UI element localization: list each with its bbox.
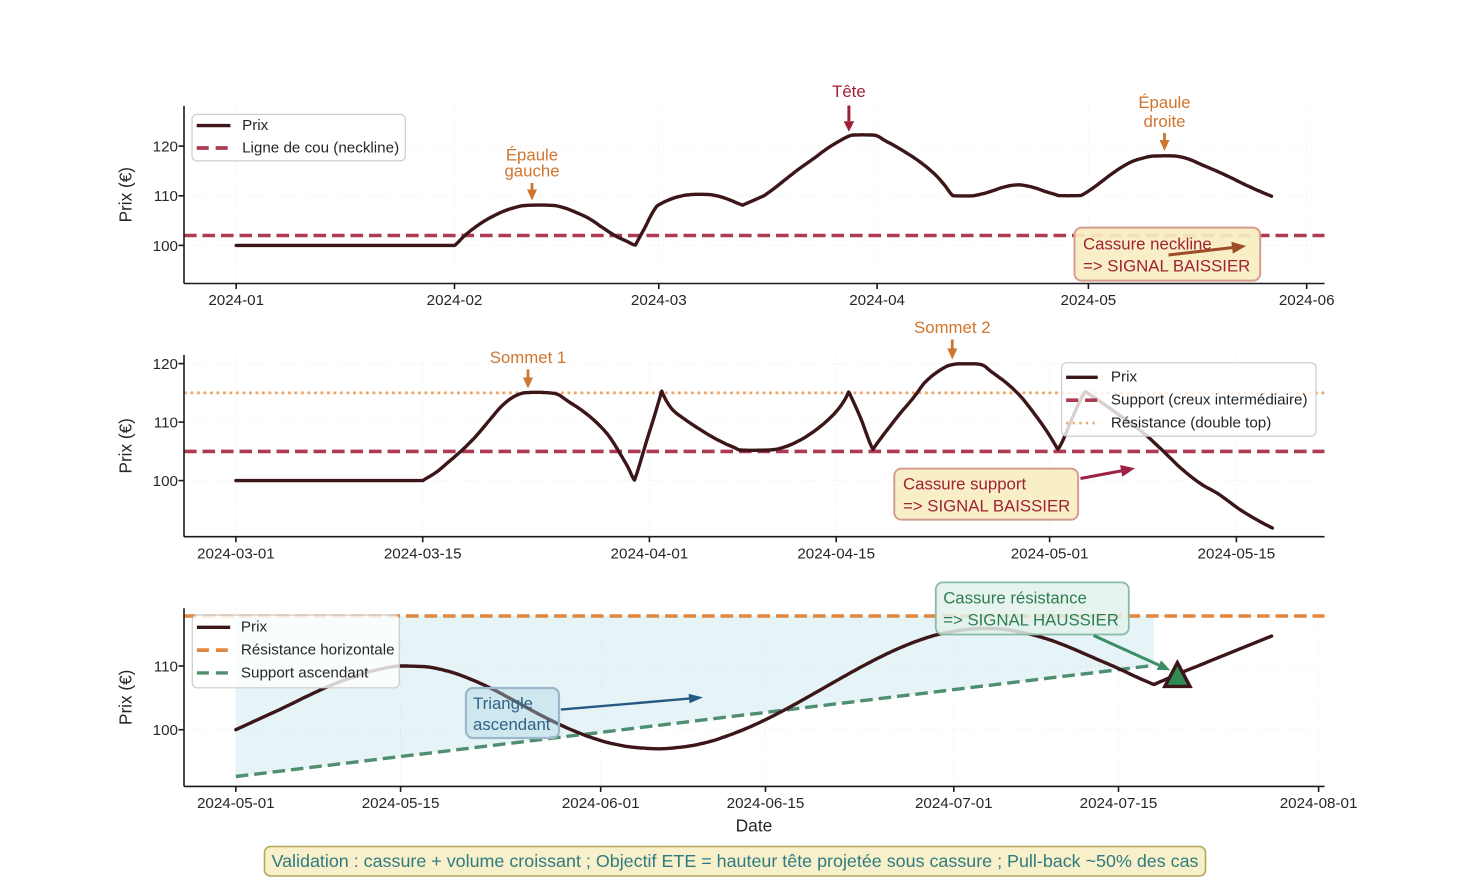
svg-text:2024-06-01: 2024-06-01 (562, 795, 640, 812)
svg-text:2024-03-15: 2024-03-15 (384, 545, 462, 562)
svg-text:2024-05-01: 2024-05-01 (197, 795, 275, 812)
svg-text:Validation : cassure + volume: Validation : cassure + volume croissant … (272, 851, 1199, 871)
svg-text:2024-08-01: 2024-08-01 (1280, 795, 1358, 812)
svg-text:100: 100 (153, 238, 178, 255)
svg-text:=> SIGNAL BAISSIER: => SIGNAL BAISSIER (903, 497, 1070, 516)
svg-text:2024-05: 2024-05 (1061, 292, 1117, 309)
svg-text:Résistance horizontale: Résistance horizontale (241, 642, 395, 659)
svg-text:Support ascendant: Support ascendant (241, 664, 369, 681)
svg-text:2024-06-15: 2024-06-15 (727, 795, 805, 812)
svg-text:Cassure résistance: Cassure résistance (943, 588, 1087, 607)
svg-text:Triangle: Triangle (473, 694, 533, 713)
svg-text:Épaule: Épaule (506, 146, 558, 165)
svg-text:2024-06: 2024-06 (1279, 292, 1335, 309)
svg-text:gauche: gauche (504, 162, 559, 181)
svg-text:Prix: Prix (242, 117, 269, 134)
svg-text:2024-07-01: 2024-07-01 (915, 795, 993, 812)
svg-text:Cassure neckline: Cassure neckline (1083, 235, 1212, 254)
svg-text:ascendant: ascendant (473, 715, 551, 734)
svg-text:Support (creux intermédiaire): Support (creux intermédiaire) (1111, 392, 1308, 409)
svg-text:2024-04-15: 2024-04-15 (797, 545, 875, 562)
svg-text:2024-03: 2024-03 (631, 292, 687, 309)
svg-text:110: 110 (154, 415, 178, 432)
svg-text:2024-05-15: 2024-05-15 (1198, 545, 1276, 562)
svg-text:Sommet 2: Sommet 2 (914, 318, 990, 337)
svg-text:2024-04-01: 2024-04-01 (611, 545, 689, 562)
svg-text:2024-07-15: 2024-07-15 (1080, 795, 1158, 812)
svg-text:120: 120 (153, 139, 178, 156)
svg-text:2024-04: 2024-04 (849, 292, 905, 309)
svg-text:Ligne de cou (neckline): Ligne de cou (neckline) (242, 139, 399, 156)
svg-text:110: 110 (154, 188, 178, 205)
svg-text:2024-05-15: 2024-05-15 (362, 795, 440, 812)
svg-text:Cassure support: Cassure support (903, 475, 1026, 494)
svg-text:Date: Date (736, 816, 773, 836)
svg-text:=> SIGNAL HAUSSIER: => SIGNAL HAUSSIER (943, 610, 1119, 629)
svg-text:100: 100 (153, 473, 178, 490)
svg-text:2024-01: 2024-01 (208, 292, 264, 309)
svg-text:droite: droite (1144, 112, 1186, 131)
svg-text:2024-02: 2024-02 (427, 292, 483, 309)
svg-text:Résistance (double top): Résistance (double top) (1111, 415, 1271, 432)
svg-text:=> SIGNAL BAISSIER: => SIGNAL BAISSIER (1083, 257, 1250, 276)
svg-text:Prix (€): Prix (€) (116, 418, 136, 473)
svg-text:Sommet 1: Sommet 1 (490, 348, 566, 367)
svg-text:Tête: Tête (832, 82, 866, 101)
svg-text:2024-05-01: 2024-05-01 (1011, 545, 1089, 562)
svg-text:100: 100 (153, 722, 178, 739)
svg-text:120: 120 (153, 356, 178, 373)
svg-text:Prix: Prix (241, 619, 268, 636)
svg-text:Prix (€): Prix (€) (116, 167, 136, 222)
svg-text:110: 110 (154, 658, 178, 675)
svg-text:Épaule: Épaule (1138, 93, 1190, 112)
svg-text:Prix (€): Prix (€) (116, 670, 136, 725)
svg-text:Prix: Prix (1111, 369, 1138, 386)
svg-text:2024-03-01: 2024-03-01 (197, 545, 275, 562)
